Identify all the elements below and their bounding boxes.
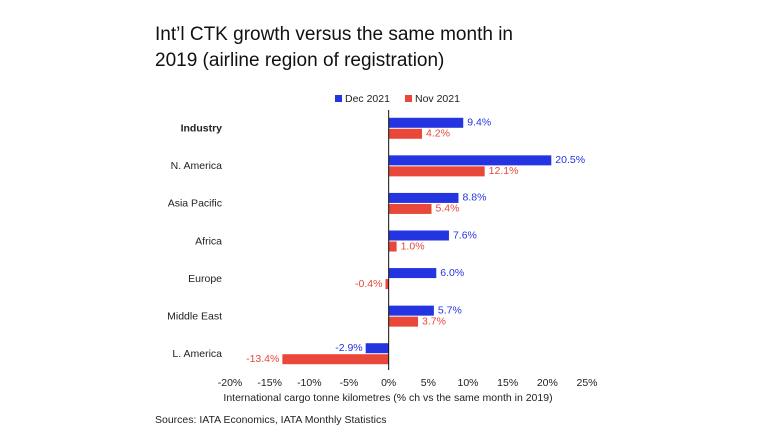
value-label: 5.4%	[436, 203, 460, 215]
bar	[388, 241, 397, 252]
value-label: -0.4%	[355, 278, 382, 290]
value-label: 3.7%	[422, 315, 446, 327]
bar	[388, 230, 449, 241]
value-label: 9.4%	[467, 117, 491, 129]
bar	[388, 117, 464, 128]
x-tick-label: 15%	[497, 377, 518, 389]
value-label: -2.9%	[335, 342, 362, 354]
value-label: -13.4%	[246, 353, 279, 365]
x-tick-label: 10%	[457, 377, 478, 389]
x-tick-label: -5%	[340, 377, 359, 389]
value-label: 6.0%	[440, 267, 464, 279]
x-tick-label: -10%	[297, 377, 322, 389]
value-label: 20.5%	[555, 154, 585, 166]
value-label: 8.8%	[462, 192, 486, 204]
value-label: 4.2%	[426, 128, 450, 140]
bar	[365, 343, 389, 354]
x-tick-label: 20%	[537, 377, 558, 389]
bar	[388, 155, 552, 166]
y-tick-label: Africa	[195, 235, 222, 247]
y-tick-label: Europe	[188, 273, 222, 285]
bar	[388, 316, 419, 327]
legend-label: Dec 2021	[345, 93, 390, 105]
x-tick-label: 25%	[576, 377, 597, 389]
legend-label: Nov 2021	[415, 93, 460, 105]
x-tick-label: 5%	[421, 377, 436, 389]
value-label: 1.0%	[401, 240, 425, 252]
legend-swatch	[335, 95, 342, 102]
x-tick-label: -20%	[218, 377, 243, 389]
bar	[388, 192, 459, 203]
bar	[388, 128, 422, 139]
y-tick-label: Asia Pacific	[168, 198, 222, 210]
legend-swatch	[405, 95, 412, 102]
y-tick-label: Industry	[181, 123, 223, 135]
chart-title: Int’l CTK growth versus the same month i…	[155, 24, 513, 71]
bar	[388, 203, 432, 214]
source: Sources: IATA Economics, IATA Monthly St…	[155, 414, 386, 426]
value-label: 5.7%	[438, 304, 462, 316]
y-tick-label: N. America	[171, 160, 223, 172]
bar	[388, 166, 485, 177]
bar	[282, 354, 389, 365]
x-axis-label: International cargo tonne kilometres (% …	[223, 392, 552, 404]
bar	[385, 279, 389, 290]
bar	[388, 305, 434, 316]
y-tick-label: L. America	[172, 348, 222, 360]
bar	[388, 268, 437, 279]
x-tick-label: 0%	[381, 377, 396, 389]
value-label: 7.6%	[453, 229, 477, 241]
x-tick-label: -15%	[257, 377, 282, 389]
value-label: 12.1%	[489, 165, 519, 177]
y-tick-label: Middle East	[167, 310, 222, 322]
